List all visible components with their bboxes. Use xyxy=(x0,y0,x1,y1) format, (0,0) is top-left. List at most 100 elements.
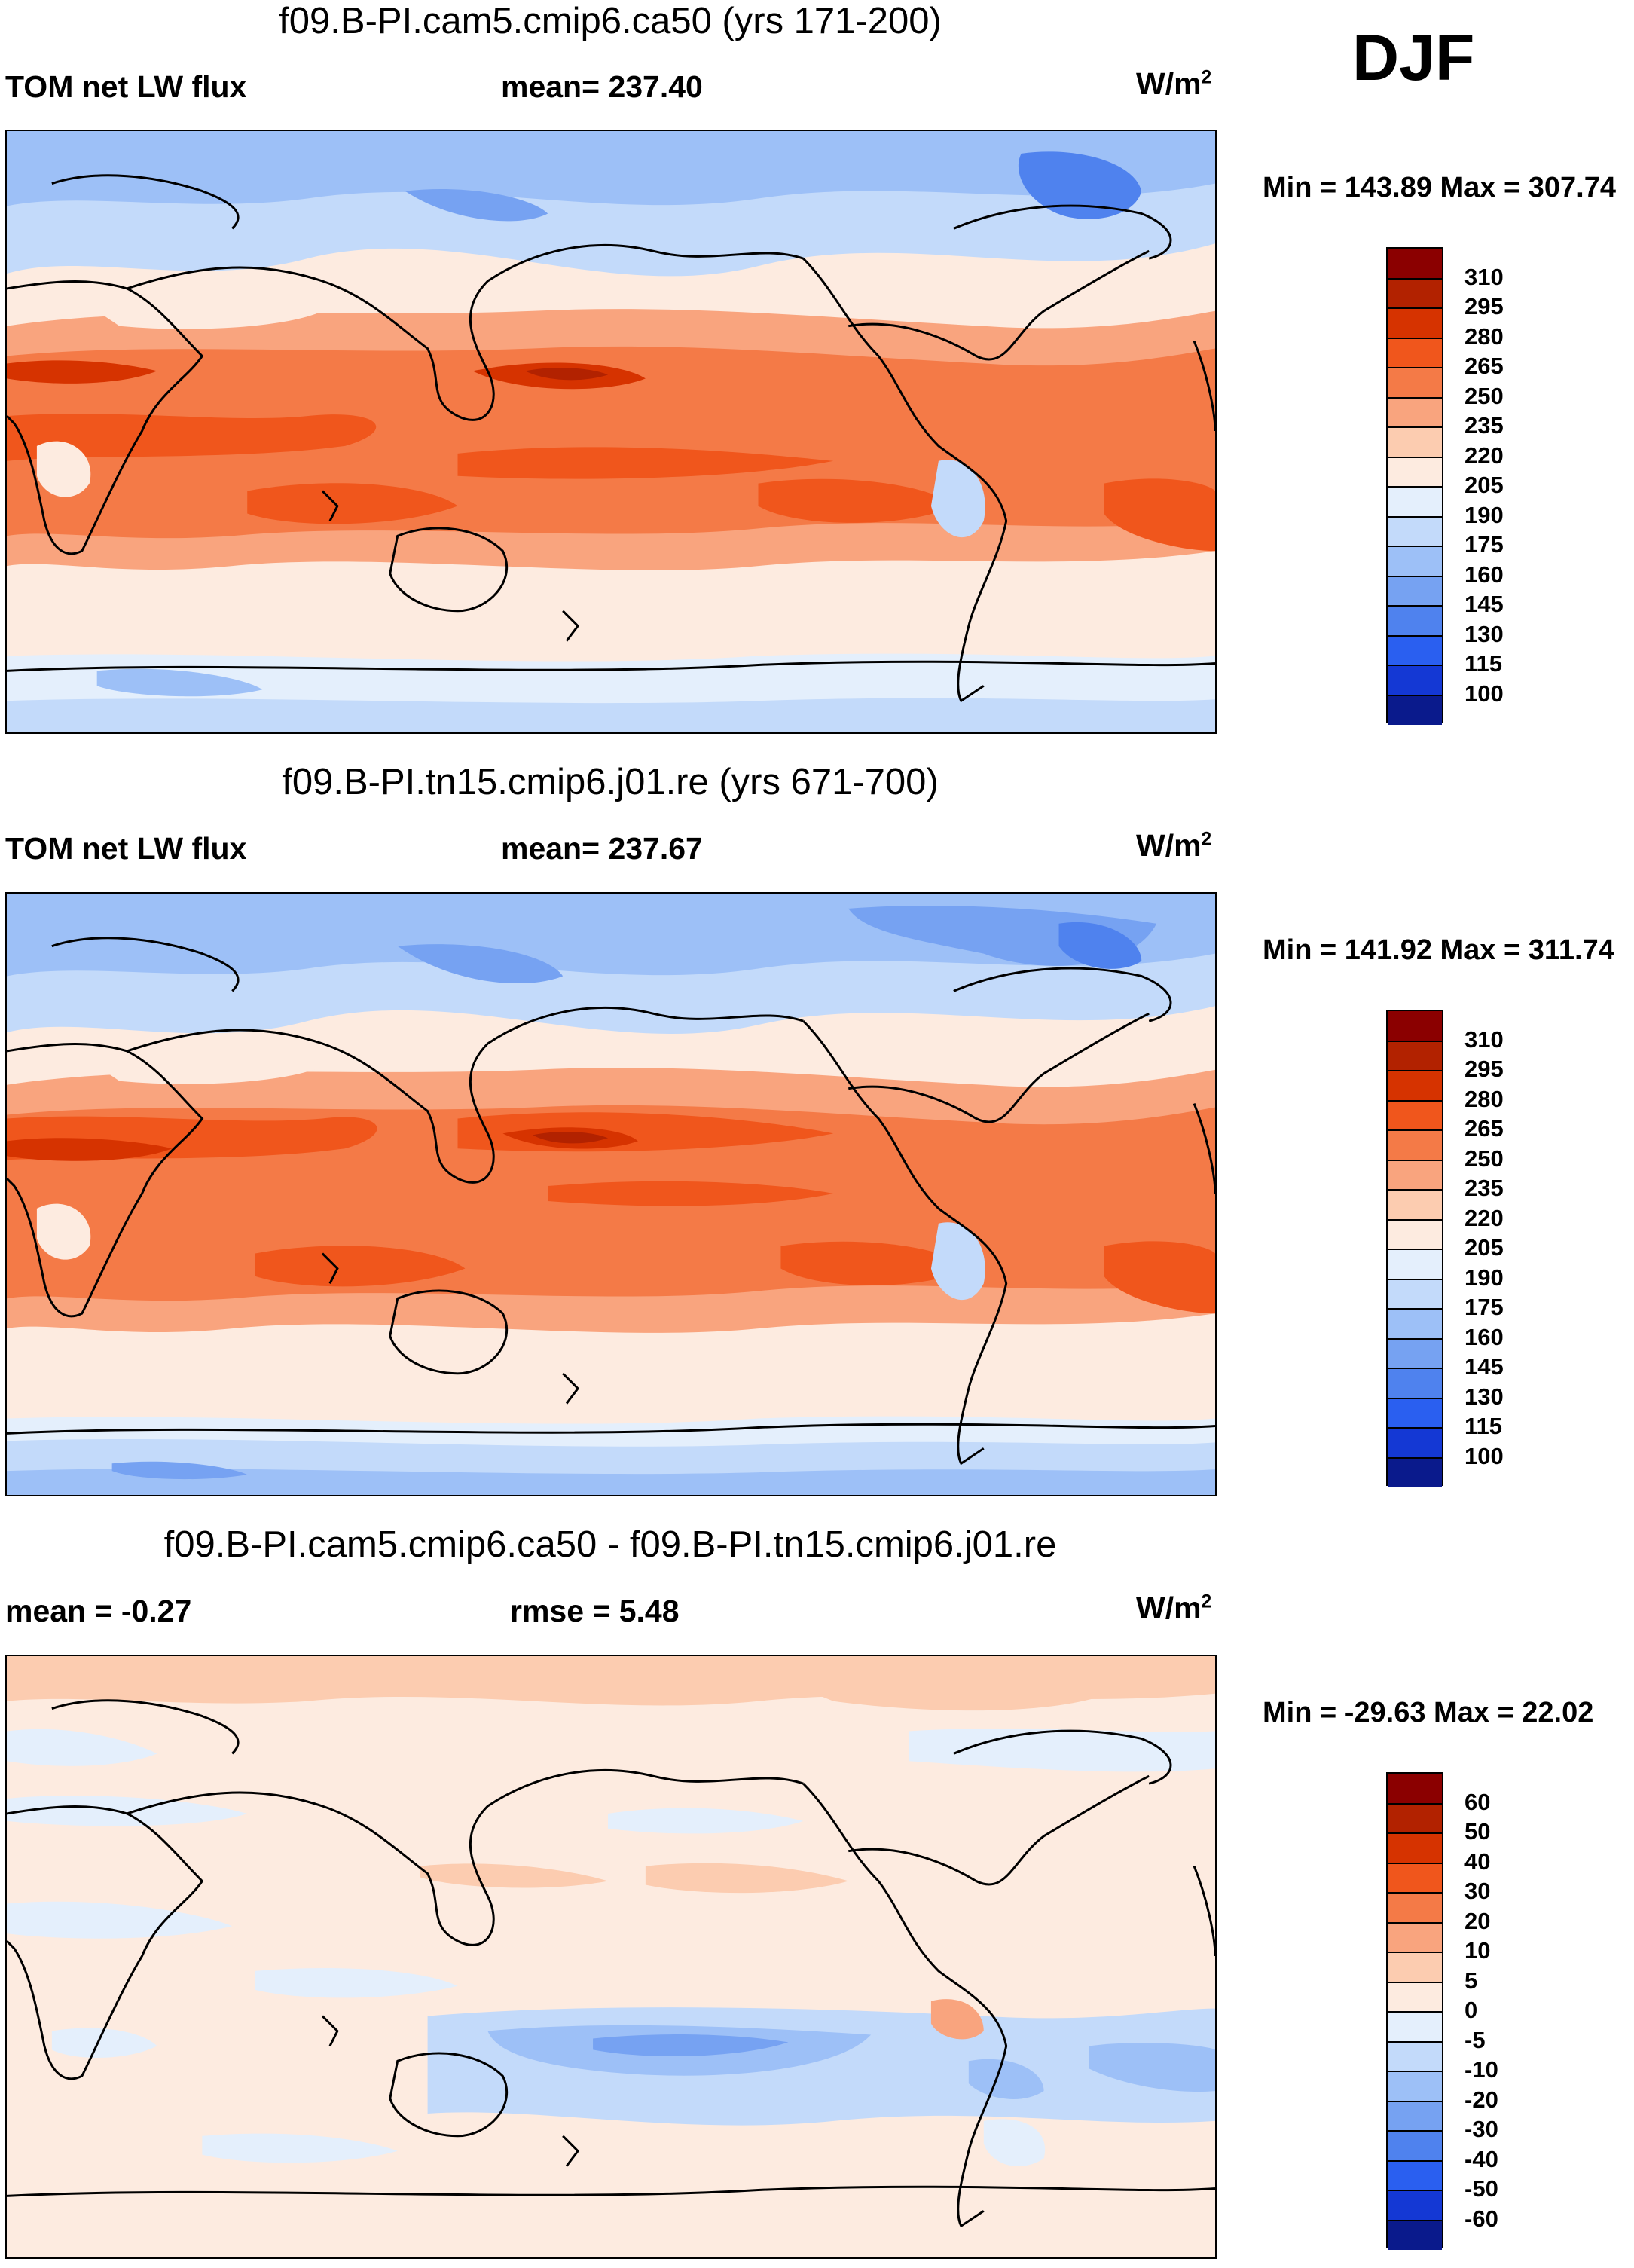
panel-1-colorbar-box xyxy=(1388,546,1442,576)
panel-3-tick: 40 xyxy=(1464,1848,1491,1875)
panel-2-colorbar-box xyxy=(1388,1457,1442,1487)
panel-3-tick: -50 xyxy=(1464,2175,1498,2202)
panel-1-colorbar-box xyxy=(1388,278,1442,308)
panel-2-colorbar-box xyxy=(1388,1190,1442,1220)
panel-2-colorbar-box xyxy=(1388,1011,1442,1041)
panel-1-tick: 220 xyxy=(1464,442,1504,469)
panel-2-variable-label: TOM net LW flux xyxy=(5,831,247,866)
panel-2-units: W/m2 xyxy=(1136,828,1212,863)
panel-3-colorbar-box xyxy=(1388,2071,1442,2101)
panel-2-colorbar-box xyxy=(1388,1249,1442,1279)
panel-3-colorbar-box xyxy=(1388,2041,1442,2071)
panel-3-colorbar-box xyxy=(1388,2012,1442,2042)
panel-1-tick: 175 xyxy=(1464,531,1504,558)
panel-1-colorbar-box xyxy=(1388,427,1442,457)
panel-1-units: W/m2 xyxy=(1136,66,1212,101)
panel-3-colorbar-box xyxy=(1388,1833,1442,1863)
panel-2-tick: 310 xyxy=(1464,1026,1504,1053)
panel-3-minmax: Min = -29.63 Max = 22.02 xyxy=(1263,1697,1594,1729)
panel-2-tick: 190 xyxy=(1464,1264,1504,1291)
panel-1-tick: 190 xyxy=(1464,502,1504,528)
panel-1-colorbar-box xyxy=(1388,249,1442,279)
panel-3-map-svg xyxy=(7,1656,1215,2257)
panel-1-colorbar-box xyxy=(1388,665,1442,695)
panel-2-tick: 295 xyxy=(1464,1056,1504,1082)
panel-1-colorbar-box xyxy=(1388,308,1442,338)
panel-3-tick: -60 xyxy=(1464,2205,1498,2232)
panel-2-colorbar-box xyxy=(1388,1219,1442,1249)
panel-1-tick: 250 xyxy=(1464,383,1504,409)
panel-1-tick: 130 xyxy=(1464,621,1504,647)
panel-2-tick: 205 xyxy=(1464,1234,1504,1261)
panel-2-mean-label: mean= 237.67 xyxy=(501,831,703,866)
panel-1-tick: 295 xyxy=(1464,293,1504,319)
panel-1-tick: 235 xyxy=(1464,412,1504,439)
panel-1-colorbar-box xyxy=(1388,606,1442,636)
panel-1-tick: 310 xyxy=(1464,264,1504,290)
panel-2-colorbar-box xyxy=(1388,1338,1442,1368)
panel-1-map-svg xyxy=(7,131,1215,732)
panel-3-units: W/m2 xyxy=(1136,1591,1212,1625)
panel-2-tick: 115 xyxy=(1464,1413,1503,1439)
panel-3-tick: 30 xyxy=(1464,1878,1491,1904)
panel-3-tick: -30 xyxy=(1464,2116,1498,2142)
panel-2-map-svg xyxy=(7,894,1215,1495)
season-label: DJF xyxy=(1352,22,1475,94)
panel-2-tick: 280 xyxy=(1464,1086,1504,1112)
panel-1-map xyxy=(5,130,1217,734)
panel-3-colorbar-box xyxy=(1388,2101,1442,2131)
panel-1-variable-label: TOM net LW flux xyxy=(5,69,247,104)
panel-2-colorbar-box xyxy=(1388,1071,1442,1101)
panel-1-colorbar-box xyxy=(1388,576,1442,606)
panel-1-colorbar-box xyxy=(1388,457,1442,487)
panel-1-colorbar-box xyxy=(1388,397,1442,427)
panel-2-tick: 175 xyxy=(1464,1294,1504,1320)
panel-3-tick: 5 xyxy=(1464,1967,1478,1994)
panel-2-colorbar-box xyxy=(1388,1279,1442,1309)
panel-1-colorbar-box xyxy=(1388,338,1442,368)
panel-1-colorbar-box xyxy=(1388,516,1442,546)
panel-1-tick: 265 xyxy=(1464,353,1504,379)
panel-1-colorbar-box xyxy=(1388,368,1442,398)
panel-1-colorbar xyxy=(1386,247,1443,725)
panel-3-colorbar-box xyxy=(1388,2190,1442,2221)
panel-2-map xyxy=(5,892,1217,1496)
panel-1-tick: 145 xyxy=(1464,591,1504,617)
panel-3-colorbar-box xyxy=(1388,1922,1442,1952)
panel-3-colorbar-box xyxy=(1388,2220,1442,2250)
panel-2-tick: 265 xyxy=(1464,1115,1504,1142)
panel-2-minmax: Min = 141.92 Max = 311.74 xyxy=(1263,934,1614,966)
panel-1-mean-label: mean= 237.40 xyxy=(501,69,703,104)
panel-2-tick: 145 xyxy=(1464,1353,1504,1380)
panel-1-minmax: Min = 143.89 Max = 307.74 xyxy=(1263,172,1616,203)
panel-3-tick: 0 xyxy=(1464,1997,1478,2023)
panel-3-colorbar-box xyxy=(1388,2131,1442,2161)
panel-2-colorbar-box xyxy=(1388,1309,1442,1339)
panel-1-tick: 280 xyxy=(1464,323,1504,350)
panel-2-colorbar-box xyxy=(1388,1041,1442,1071)
panel-3-tick: 20 xyxy=(1464,1908,1491,1934)
panel-3-tick: -20 xyxy=(1464,2086,1498,2113)
panel-2-tick: 250 xyxy=(1464,1145,1504,1172)
panel-3-colorbar-box xyxy=(1388,1803,1442,1833)
panel-3-colorbar-box xyxy=(1388,1863,1442,1893)
panel-1-colorbar-box xyxy=(1388,487,1442,517)
panel-2-tick: 130 xyxy=(1464,1383,1504,1410)
panel-2-colorbar-box xyxy=(1388,1130,1442,1160)
panel-3-tick: 50 xyxy=(1464,1818,1491,1845)
panel-3-title: f09.B-PI.cam5.cmip6.ca50 - f09.B-PI.tn15… xyxy=(163,1524,1057,1565)
panel-2-tick: 220 xyxy=(1464,1205,1504,1231)
panel-3-colorbar-box xyxy=(1388,2160,1442,2190)
panel-3-colorbar-box xyxy=(1388,1893,1442,1923)
panel-3-tick: -40 xyxy=(1464,2146,1498,2172)
panel-3-rmse-label: rmse = 5.48 xyxy=(510,1594,680,1628)
panel-3-map xyxy=(5,1655,1217,2259)
panel-1-tick: 100 xyxy=(1464,680,1504,707)
panel-2-colorbar-box xyxy=(1388,1100,1442,1130)
panel-1-title: f09.B-PI.cam5.cmip6.ca50 (yrs 171-200) xyxy=(279,1,942,41)
panel-3-tick: -5 xyxy=(1464,2027,1486,2053)
panel-2-title: f09.B-PI.tn15.cmip6.j01.re (yrs 671-700) xyxy=(282,762,939,802)
panel-1-tick: 205 xyxy=(1464,472,1504,498)
panel-3-colorbar-box xyxy=(1388,1774,1442,1804)
panel-2-tick: 100 xyxy=(1464,1443,1504,1469)
